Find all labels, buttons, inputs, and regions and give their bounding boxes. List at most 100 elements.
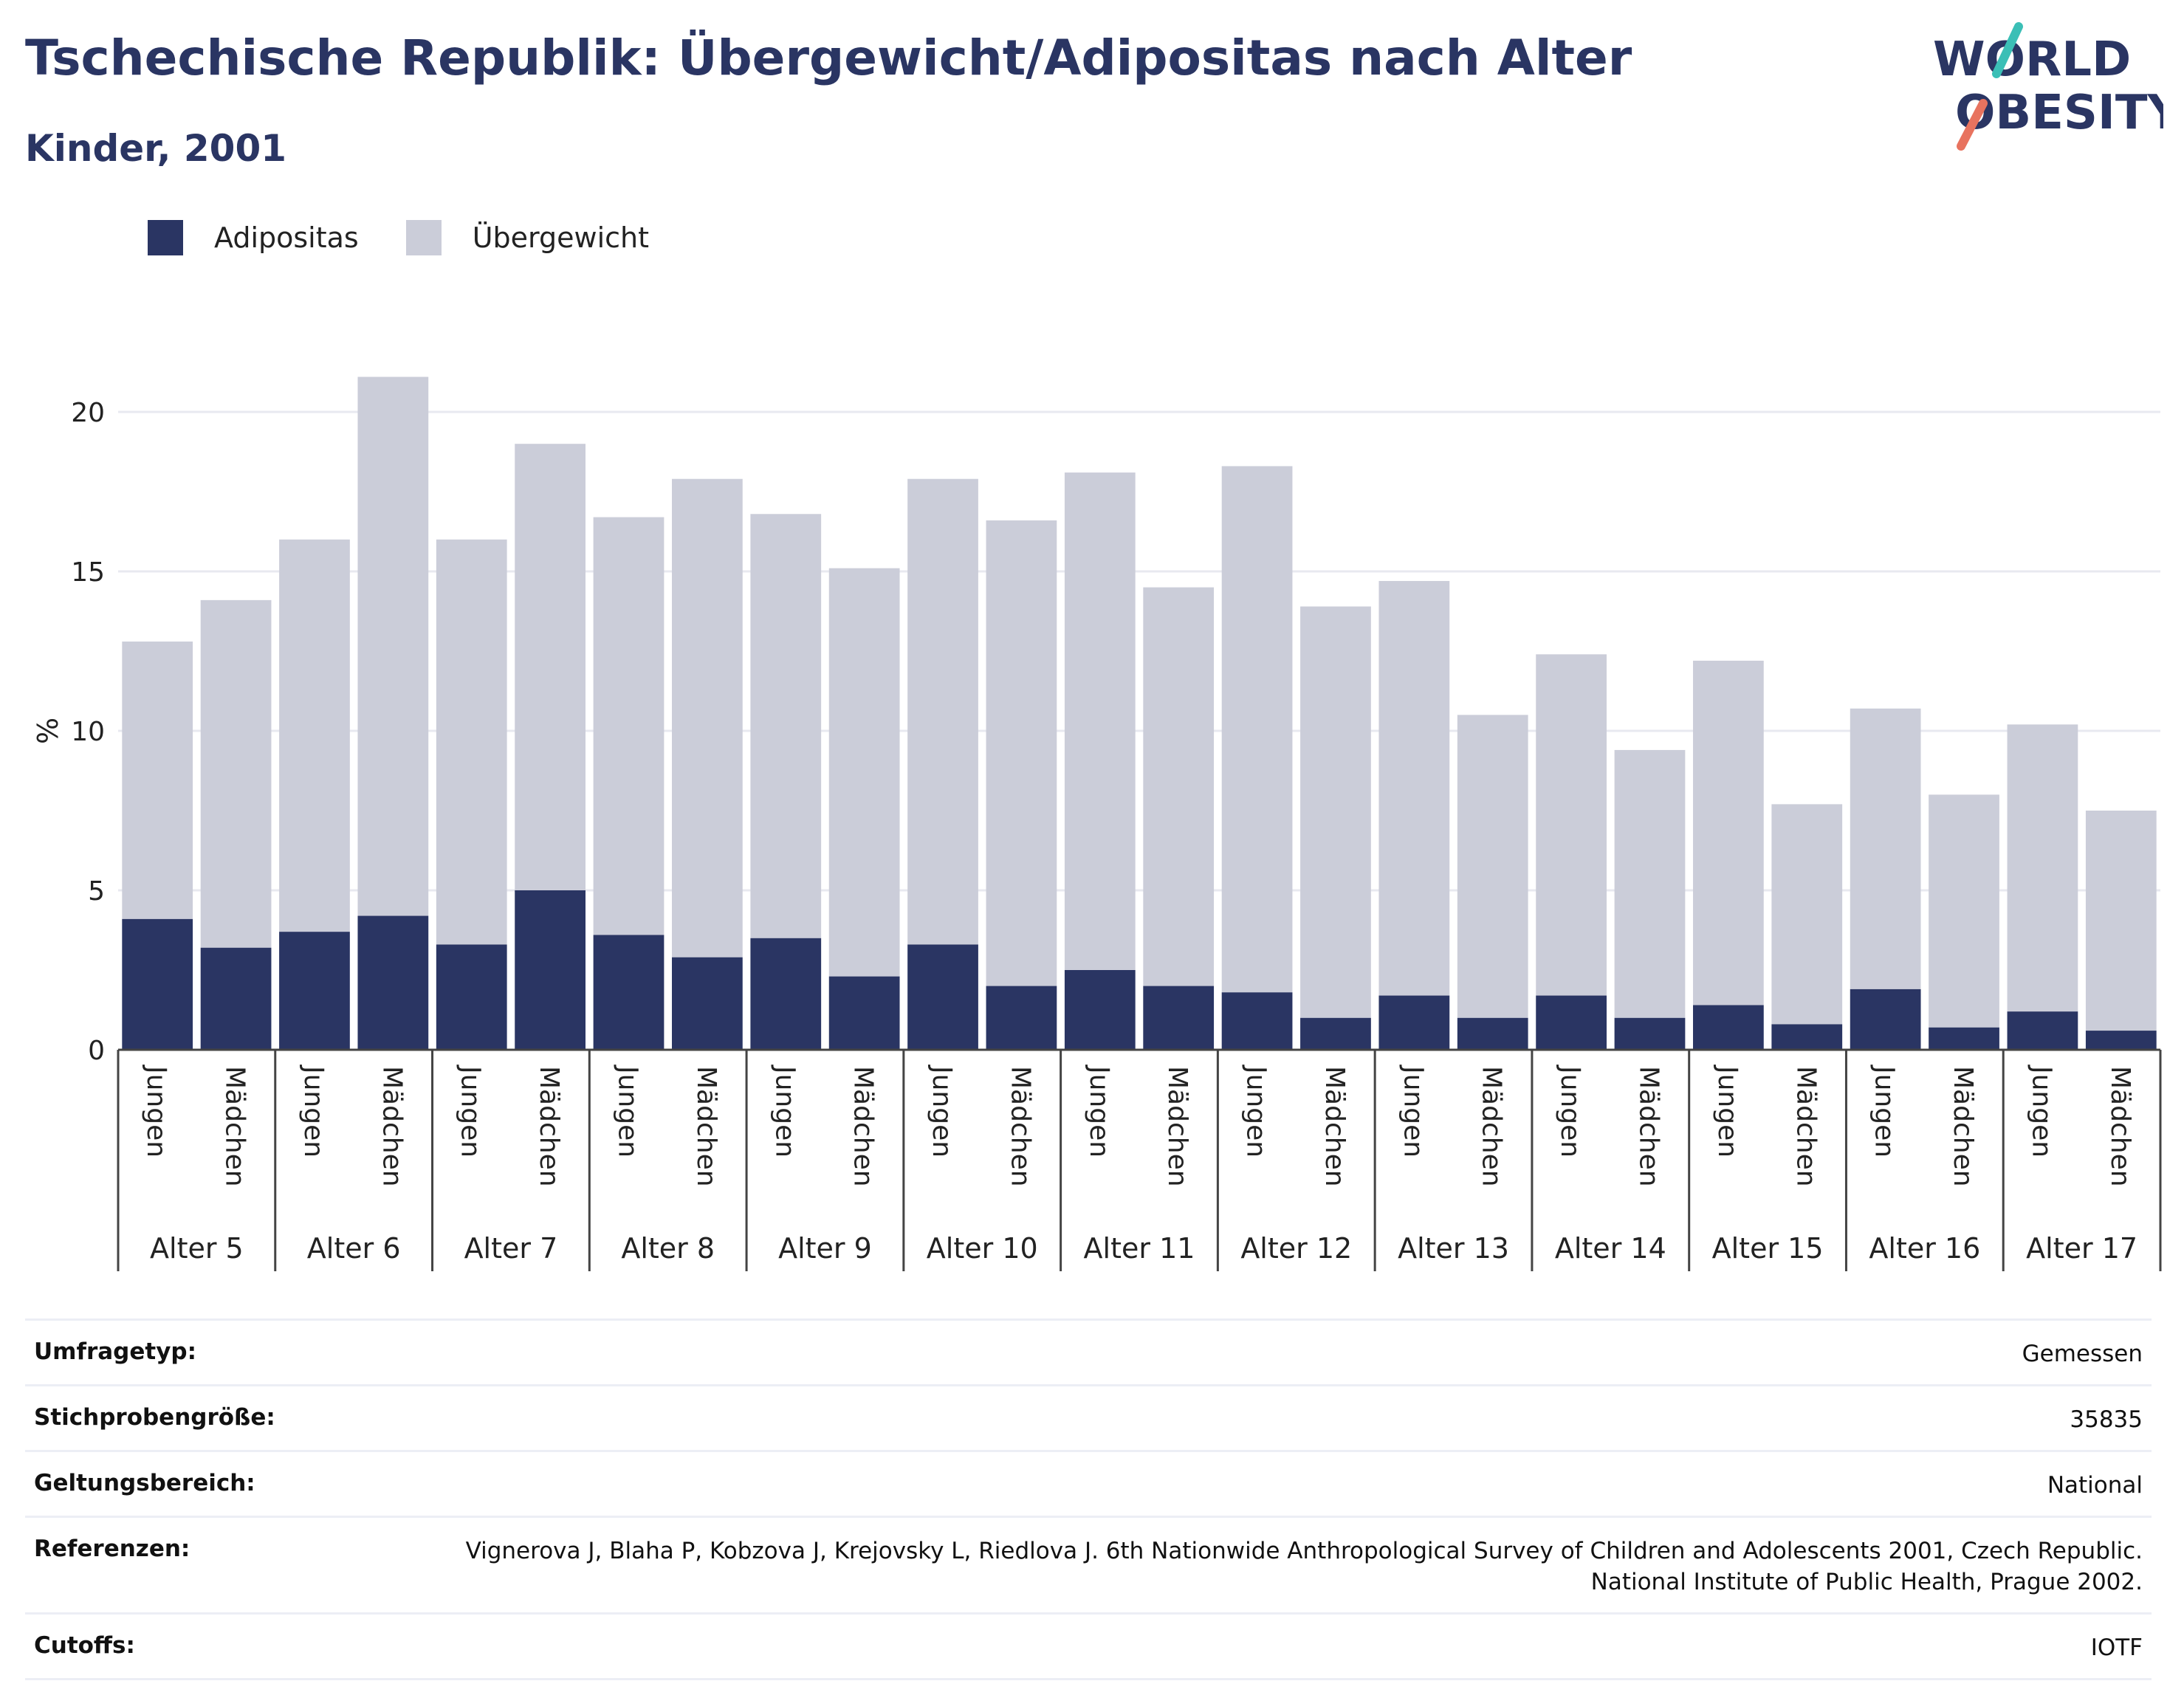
x-subcategory-label: Mädchen (691, 1066, 721, 1187)
legend: Adipositas Übergewicht (148, 220, 696, 255)
logo-slash-coral (1957, 99, 1988, 151)
bar-overweight (593, 517, 665, 935)
meta-value: IOTF (2090, 1634, 2143, 1661)
bar-overweight (986, 520, 1057, 986)
legend-label-overweight: Übergewicht (472, 221, 649, 254)
bar-overweight (279, 539, 350, 932)
x-subcategory-label: Jungen (1084, 1065, 1114, 1158)
world-obesity-logo: WORLD OBESITY (1933, 22, 2163, 151)
legend-swatch-obesity (148, 220, 183, 255)
bar-overweight (750, 514, 822, 938)
legend-swatch-overweight (405, 220, 442, 255)
x-subcategory-label: Jungen (298, 1065, 329, 1158)
x-subcategory-label: Mädchen (848, 1066, 879, 1187)
x-group-label: Alter 14 (1555, 1232, 1666, 1265)
x-subcategory-label: Mädchen (1319, 1066, 1350, 1187)
meta-row-sample-size: Stichprobengröße: 35835 (25, 1384, 2152, 1450)
logo-slash-teal (1992, 22, 2023, 78)
x-group-label: Alter 8 (621, 1232, 715, 1265)
meta-value: National (2047, 1472, 2143, 1499)
y-tick-label: 5 (88, 876, 105, 907)
x-group-label: Alter 15 (1712, 1232, 1824, 1265)
meta-label: Referenzen: (34, 1536, 190, 1562)
x-subcategory-label: Mädchen (220, 1066, 250, 1187)
x-subcategory-label: Mädchen (1948, 1066, 1978, 1187)
bar-overweight (1221, 466, 1293, 993)
bar-obesity (1850, 989, 1921, 1050)
bar-overweight (1850, 708, 1921, 989)
bar-obesity (1064, 970, 1136, 1050)
bar-obesity (200, 947, 272, 1050)
x-subcategory-label: Mädchen (1634, 1066, 1664, 1187)
chart-title: Tschechische Republik: Übergewicht/Adipo… (25, 30, 1632, 86)
meta-label: Stichprobengröße: (34, 1404, 275, 1431)
bar-overweight (1378, 580, 1450, 996)
x-group-label: Alter 17 (2026, 1232, 2137, 1265)
meta-value: Vignerova J, Blaha P, Kobzova J, Krejovs… (465, 1538, 2143, 1595)
bar-overweight (515, 444, 586, 890)
bar-overweight (1457, 715, 1528, 1018)
x-group-label: Alter 11 (1084, 1232, 1195, 1265)
x-subcategory-label: Mädchen (1790, 1066, 1821, 1187)
x-subcategory-label: Jungen (1555, 1065, 1585, 1158)
x-subcategory-label: Mädchen (1005, 1066, 1035, 1187)
bar-obesity (1536, 995, 1607, 1050)
x-group-label: Alter 6 (307, 1232, 401, 1265)
x-subcategory-label: Mädchen (1162, 1066, 1192, 1187)
legend-label-obesity: Adipositas (214, 221, 359, 254)
bar-overweight (200, 599, 272, 948)
meta-value: 35835 (2070, 1406, 2143, 1433)
x-subcategory-label: Jungen (1398, 1065, 1428, 1158)
x-subcategory-label: Mädchen (2105, 1066, 2135, 1187)
bar-overweight (672, 478, 743, 957)
x-subcategory-label: Mädchen (377, 1066, 407, 1187)
bar-overweight (828, 568, 900, 977)
bar-obesity (1300, 1017, 1371, 1050)
bar-overweight (122, 642, 193, 919)
y-tick-label: 0 (88, 1036, 105, 1066)
x-subcategory-label: Jungen (613, 1065, 643, 1158)
bar-overweight (2007, 724, 2078, 1012)
x-group-label: Alter 16 (1869, 1232, 1980, 1265)
bar-obesity (593, 935, 665, 1050)
bar-obesity (1143, 986, 1215, 1050)
meta-label: Cutoffs: (34, 1632, 135, 1659)
bar-obesity (436, 944, 507, 1050)
bar-obesity (1378, 995, 1450, 1050)
legend-item-obesity[interactable]: Adipositas (148, 220, 359, 255)
meta-label: Geltungsbereich: (34, 1470, 255, 1496)
bar-obesity (750, 938, 822, 1050)
bar-obesity (122, 918, 193, 1050)
x-subcategory-label: Jungen (1869, 1065, 1900, 1158)
x-subcategory-label: Jungen (1712, 1065, 1742, 1158)
logo-line2: OBESITY (1955, 86, 2163, 140)
x-group-label: Alter 7 (464, 1232, 558, 1265)
bar-overweight (1064, 472, 1136, 970)
meta-row-survey-type: Umfragetyp: Gemessen (25, 1318, 2152, 1384)
bar-obesity (986, 986, 1057, 1050)
meta-label: Umfragetyp: (34, 1338, 196, 1365)
bar-overweight (2085, 811, 2157, 1031)
x-subcategory-label: Jungen (2026, 1065, 2056, 1158)
x-group-label: Alter 12 (1240, 1232, 1352, 1265)
bar-overweight (1771, 804, 1843, 1025)
x-subcategory-label: Jungen (769, 1065, 800, 1158)
bar-obesity (672, 957, 743, 1050)
bar-obesity (1614, 1017, 1686, 1050)
bar-obesity (1929, 1027, 1999, 1050)
y-tick-label: 20 (71, 398, 105, 428)
bar-obesity (279, 932, 350, 1050)
logo-line1: WORLD (1933, 32, 2131, 87)
meta-row-cutoffs: Cutoffs: IOTF (25, 1612, 2152, 1680)
bar-obesity (1221, 992, 1293, 1050)
bar-overweight (436, 539, 507, 945)
bar-obesity (1771, 1024, 1843, 1050)
meta-row-references: Referenzen: Vignerova J, Blaha P, Kobzov… (25, 1516, 2152, 1612)
stacked-bar-chart: 0 5 10 15 20% Jungen Mädchen Alter 5 Jungen Mädch… (32, 377, 2162, 1271)
x-subcategory-label: Jungen (141, 1065, 171, 1158)
x-group-label: Alter 5 (150, 1232, 244, 1265)
x-subcategory-label: Mädchen (1477, 1066, 1507, 1187)
legend-item-overweight[interactable]: Übergewicht (405, 220, 649, 255)
bar-obesity (828, 976, 900, 1050)
x-group-label: Alter 9 (778, 1232, 872, 1265)
